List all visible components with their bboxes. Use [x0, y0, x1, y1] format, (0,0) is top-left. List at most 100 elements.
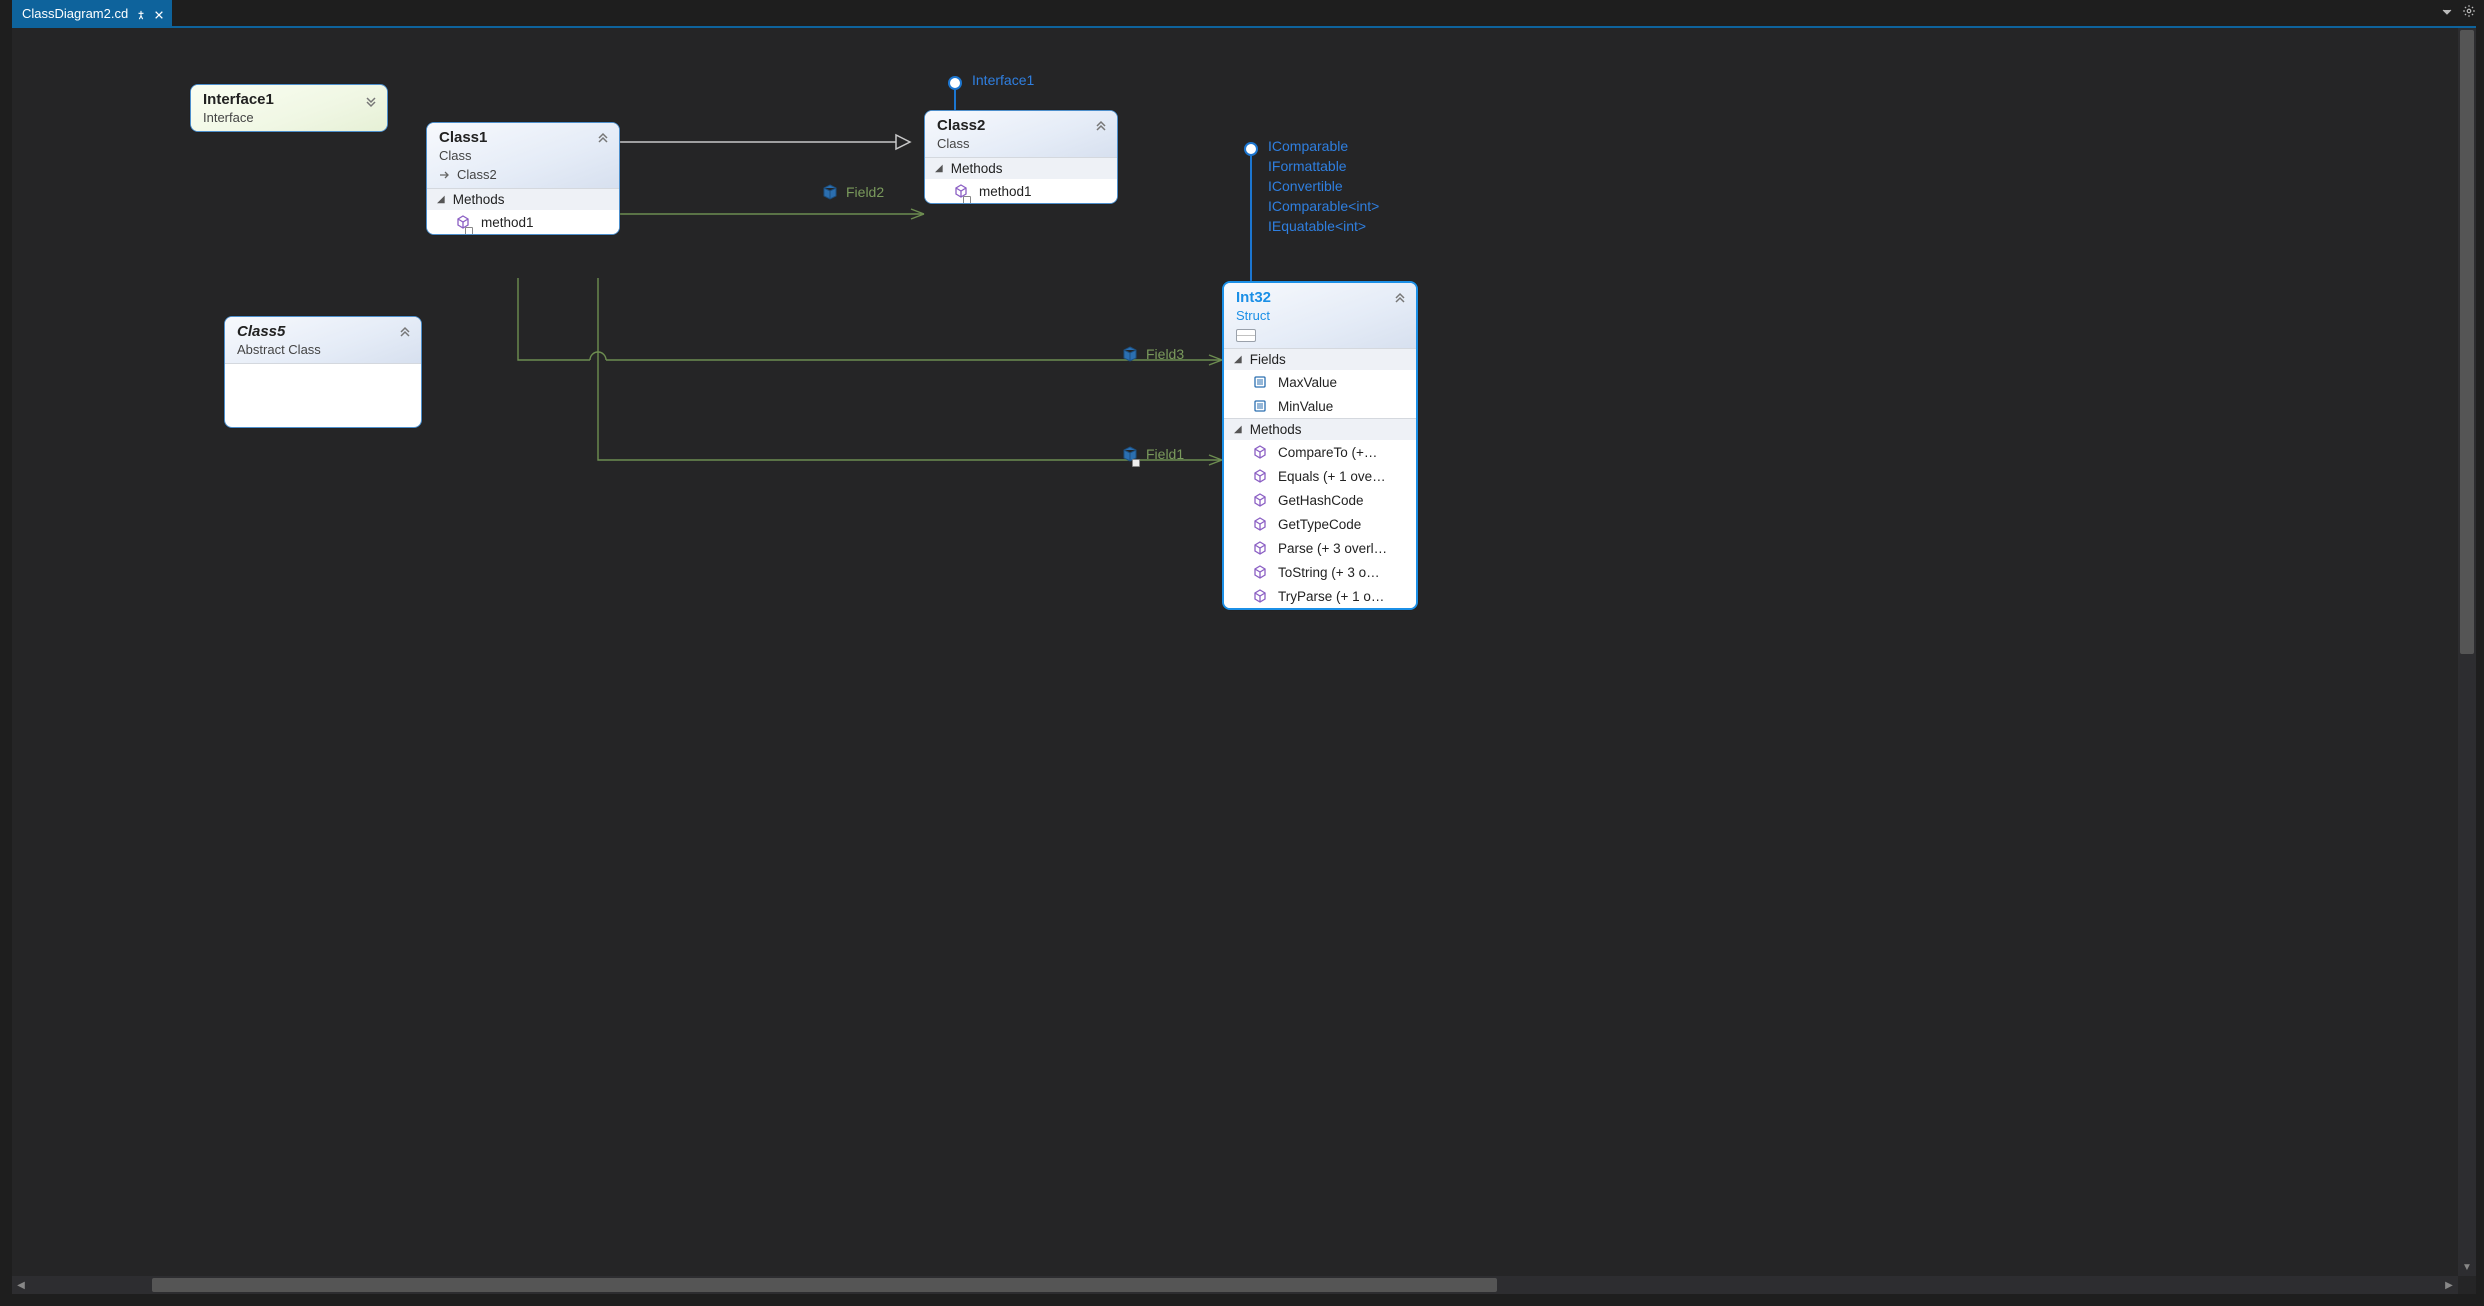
- edge-field3-hop: [590, 352, 606, 360]
- chevron-up-icon[interactable]: [1392, 291, 1408, 307]
- window-chrome-right: [2442, 4, 2476, 21]
- lollipop-label: Interface1: [972, 72, 1034, 88]
- member-row[interactable]: ToString (+ 3 o…: [1224, 560, 1416, 584]
- method-icon: [1252, 588, 1268, 604]
- section-header[interactable]: ◢ Fields: [1224, 349, 1416, 370]
- box-class2[interactable]: Class2 Class ◢ Methods method1: [924, 110, 1118, 204]
- lollipop-label: IConvertible: [1268, 178, 1379, 194]
- field-icon: [1122, 446, 1138, 462]
- method-icon: [1252, 468, 1268, 484]
- lollipop-label: IEquatable<int>: [1268, 218, 1379, 234]
- edge-label-text: Field3: [1146, 346, 1184, 362]
- dropdown-icon[interactable]: [2442, 5, 2452, 20]
- triangle-icon: ◢: [437, 194, 445, 205]
- member-row[interactable]: GetTypeCode: [1224, 512, 1416, 536]
- section-fields: ◢ Fields MaxValue MinValue: [1224, 348, 1416, 418]
- method-icon: [1252, 540, 1268, 556]
- chevron-up-icon[interactable]: [397, 325, 413, 341]
- box-stereotype: Class: [439, 148, 609, 163]
- member-label: ToString (+ 3 o…: [1278, 565, 1380, 580]
- lollipop-ball-icon: [1244, 142, 1258, 156]
- const-icon: [1252, 398, 1268, 414]
- box-stereotype: Abstract Class: [237, 342, 411, 357]
- lollipop-label: IComparable<int>: [1268, 198, 1379, 214]
- tab-filename: ClassDiagram2.cd: [22, 6, 128, 21]
- lollipop-label: IFormattable: [1268, 158, 1379, 174]
- member-label: MinValue: [1278, 399, 1333, 414]
- const-icon: [1252, 374, 1268, 390]
- member-row[interactable]: method1: [925, 179, 1117, 203]
- box-stereotype: Class: [937, 136, 1107, 151]
- box-title: Class5: [237, 323, 411, 340]
- lollipop-stick: [1250, 156, 1252, 282]
- box-title: Class2: [937, 117, 1107, 134]
- box-interface1[interactable]: Interface1 Interface: [190, 84, 388, 132]
- derived-from: Class2: [439, 167, 609, 182]
- edge-label-field2: Field2: [822, 184, 884, 200]
- method-icon: [455, 214, 471, 230]
- edge-field1-arrow: [1209, 455, 1222, 465]
- diagram-canvas[interactable]: Field2 Field3 Field1 Interface1 Interfac…: [12, 28, 2458, 1276]
- scroll-down-icon[interactable]: ▼: [2460, 1260, 2474, 1274]
- member-label: MaxValue: [1278, 375, 1337, 390]
- pin-icon[interactable]: [136, 8, 146, 18]
- section-header[interactable]: ◢ Methods: [925, 158, 1117, 179]
- section-methods: ◢ Methods CompareTo (+… Equals (+ 1 ove……: [1224, 418, 1416, 608]
- box-stereotype: Struct: [1236, 308, 1406, 323]
- triangle-icon: ◢: [935, 163, 943, 174]
- member-row[interactable]: Equals (+ 1 ove…: [1224, 464, 1416, 488]
- edge-label-field3: Field3: [1122, 346, 1184, 362]
- member-row[interactable]: CompareTo (+…: [1224, 440, 1416, 464]
- edge-field3-arrow: [1209, 355, 1222, 365]
- member-label: CompareTo (+…: [1278, 445, 1377, 460]
- box-class5[interactable]: Class5 Abstract Class: [224, 316, 422, 428]
- tab-active[interactable]: ClassDiagram2.cd: [12, 0, 172, 26]
- member-row[interactable]: Parse (+ 3 overl…: [1224, 536, 1416, 560]
- box-int32[interactable]: Int32 Struct ◢ Fields MaxValue M: [1222, 281, 1418, 610]
- member-label: GetHashCode: [1278, 493, 1364, 508]
- lollipop-int32: IComparable IFormattable IConvertible IC…: [1244, 142, 1258, 282]
- member-row[interactable]: TryParse (+ 1 o…: [1224, 584, 1416, 608]
- edge-inherit-arrow: [896, 135, 910, 149]
- chevron-up-icon[interactable]: [1093, 119, 1109, 135]
- field-icon: [822, 184, 838, 200]
- member-row[interactable]: MaxValue: [1224, 370, 1416, 394]
- horizontal-scrollbar[interactable]: ◀ ▶: [12, 1276, 2458, 1294]
- edge-label-field1: Field1: [1122, 446, 1184, 462]
- section-header[interactable]: ◢ Methods: [427, 189, 619, 210]
- lollipop-label: IComparable: [1268, 138, 1379, 154]
- member-label: Parse (+ 3 overl…: [1278, 541, 1387, 556]
- struct-icon: [1236, 329, 1256, 342]
- member-label: Equals (+ 1 ove…: [1278, 469, 1386, 484]
- method-icon: [1252, 444, 1268, 460]
- close-icon[interactable]: [154, 8, 164, 18]
- chevron-up-icon[interactable]: [595, 131, 611, 147]
- triangle-icon: ◢: [1234, 354, 1242, 365]
- edge-field2-arrow: [911, 209, 924, 219]
- method-icon: [1252, 492, 1268, 508]
- edge-field1: [598, 278, 1222, 460]
- box-stereotype: Interface: [203, 110, 377, 125]
- triangle-icon: ◢: [1234, 424, 1242, 435]
- box-title: Int32: [1236, 289, 1406, 306]
- member-row[interactable]: GetHashCode: [1224, 488, 1416, 512]
- scroll-right-icon[interactable]: ▶: [2442, 1278, 2456, 1292]
- scrollbar-thumb[interactable]: [152, 1278, 1497, 1292]
- member-label: method1: [979, 184, 1032, 199]
- gear-icon[interactable]: [2462, 4, 2476, 21]
- tab-strip: ClassDiagram2.cd: [12, 0, 172, 26]
- chevron-down-icon[interactable]: [363, 93, 379, 109]
- method-icon: [953, 183, 969, 199]
- scrollbar-thumb[interactable]: [2460, 30, 2474, 654]
- section-empty: [225, 363, 421, 417]
- scroll-left-icon[interactable]: ◀: [14, 1278, 28, 1292]
- vertical-scrollbar[interactable]: ▲ ▼: [2458, 28, 2476, 1276]
- section-methods: ◢ Methods method1: [925, 157, 1117, 203]
- section-header[interactable]: ◢ Methods: [1224, 419, 1416, 440]
- box-class1[interactable]: Class1 Class Class2 ◢ Methods method1: [426, 122, 620, 235]
- member-label: TryParse (+ 1 o…: [1278, 589, 1384, 604]
- edge-label-text: Field2: [846, 184, 884, 200]
- member-row[interactable]: MinValue: [1224, 394, 1416, 418]
- member-row[interactable]: method1: [427, 210, 619, 234]
- box-title: Interface1: [203, 91, 377, 108]
